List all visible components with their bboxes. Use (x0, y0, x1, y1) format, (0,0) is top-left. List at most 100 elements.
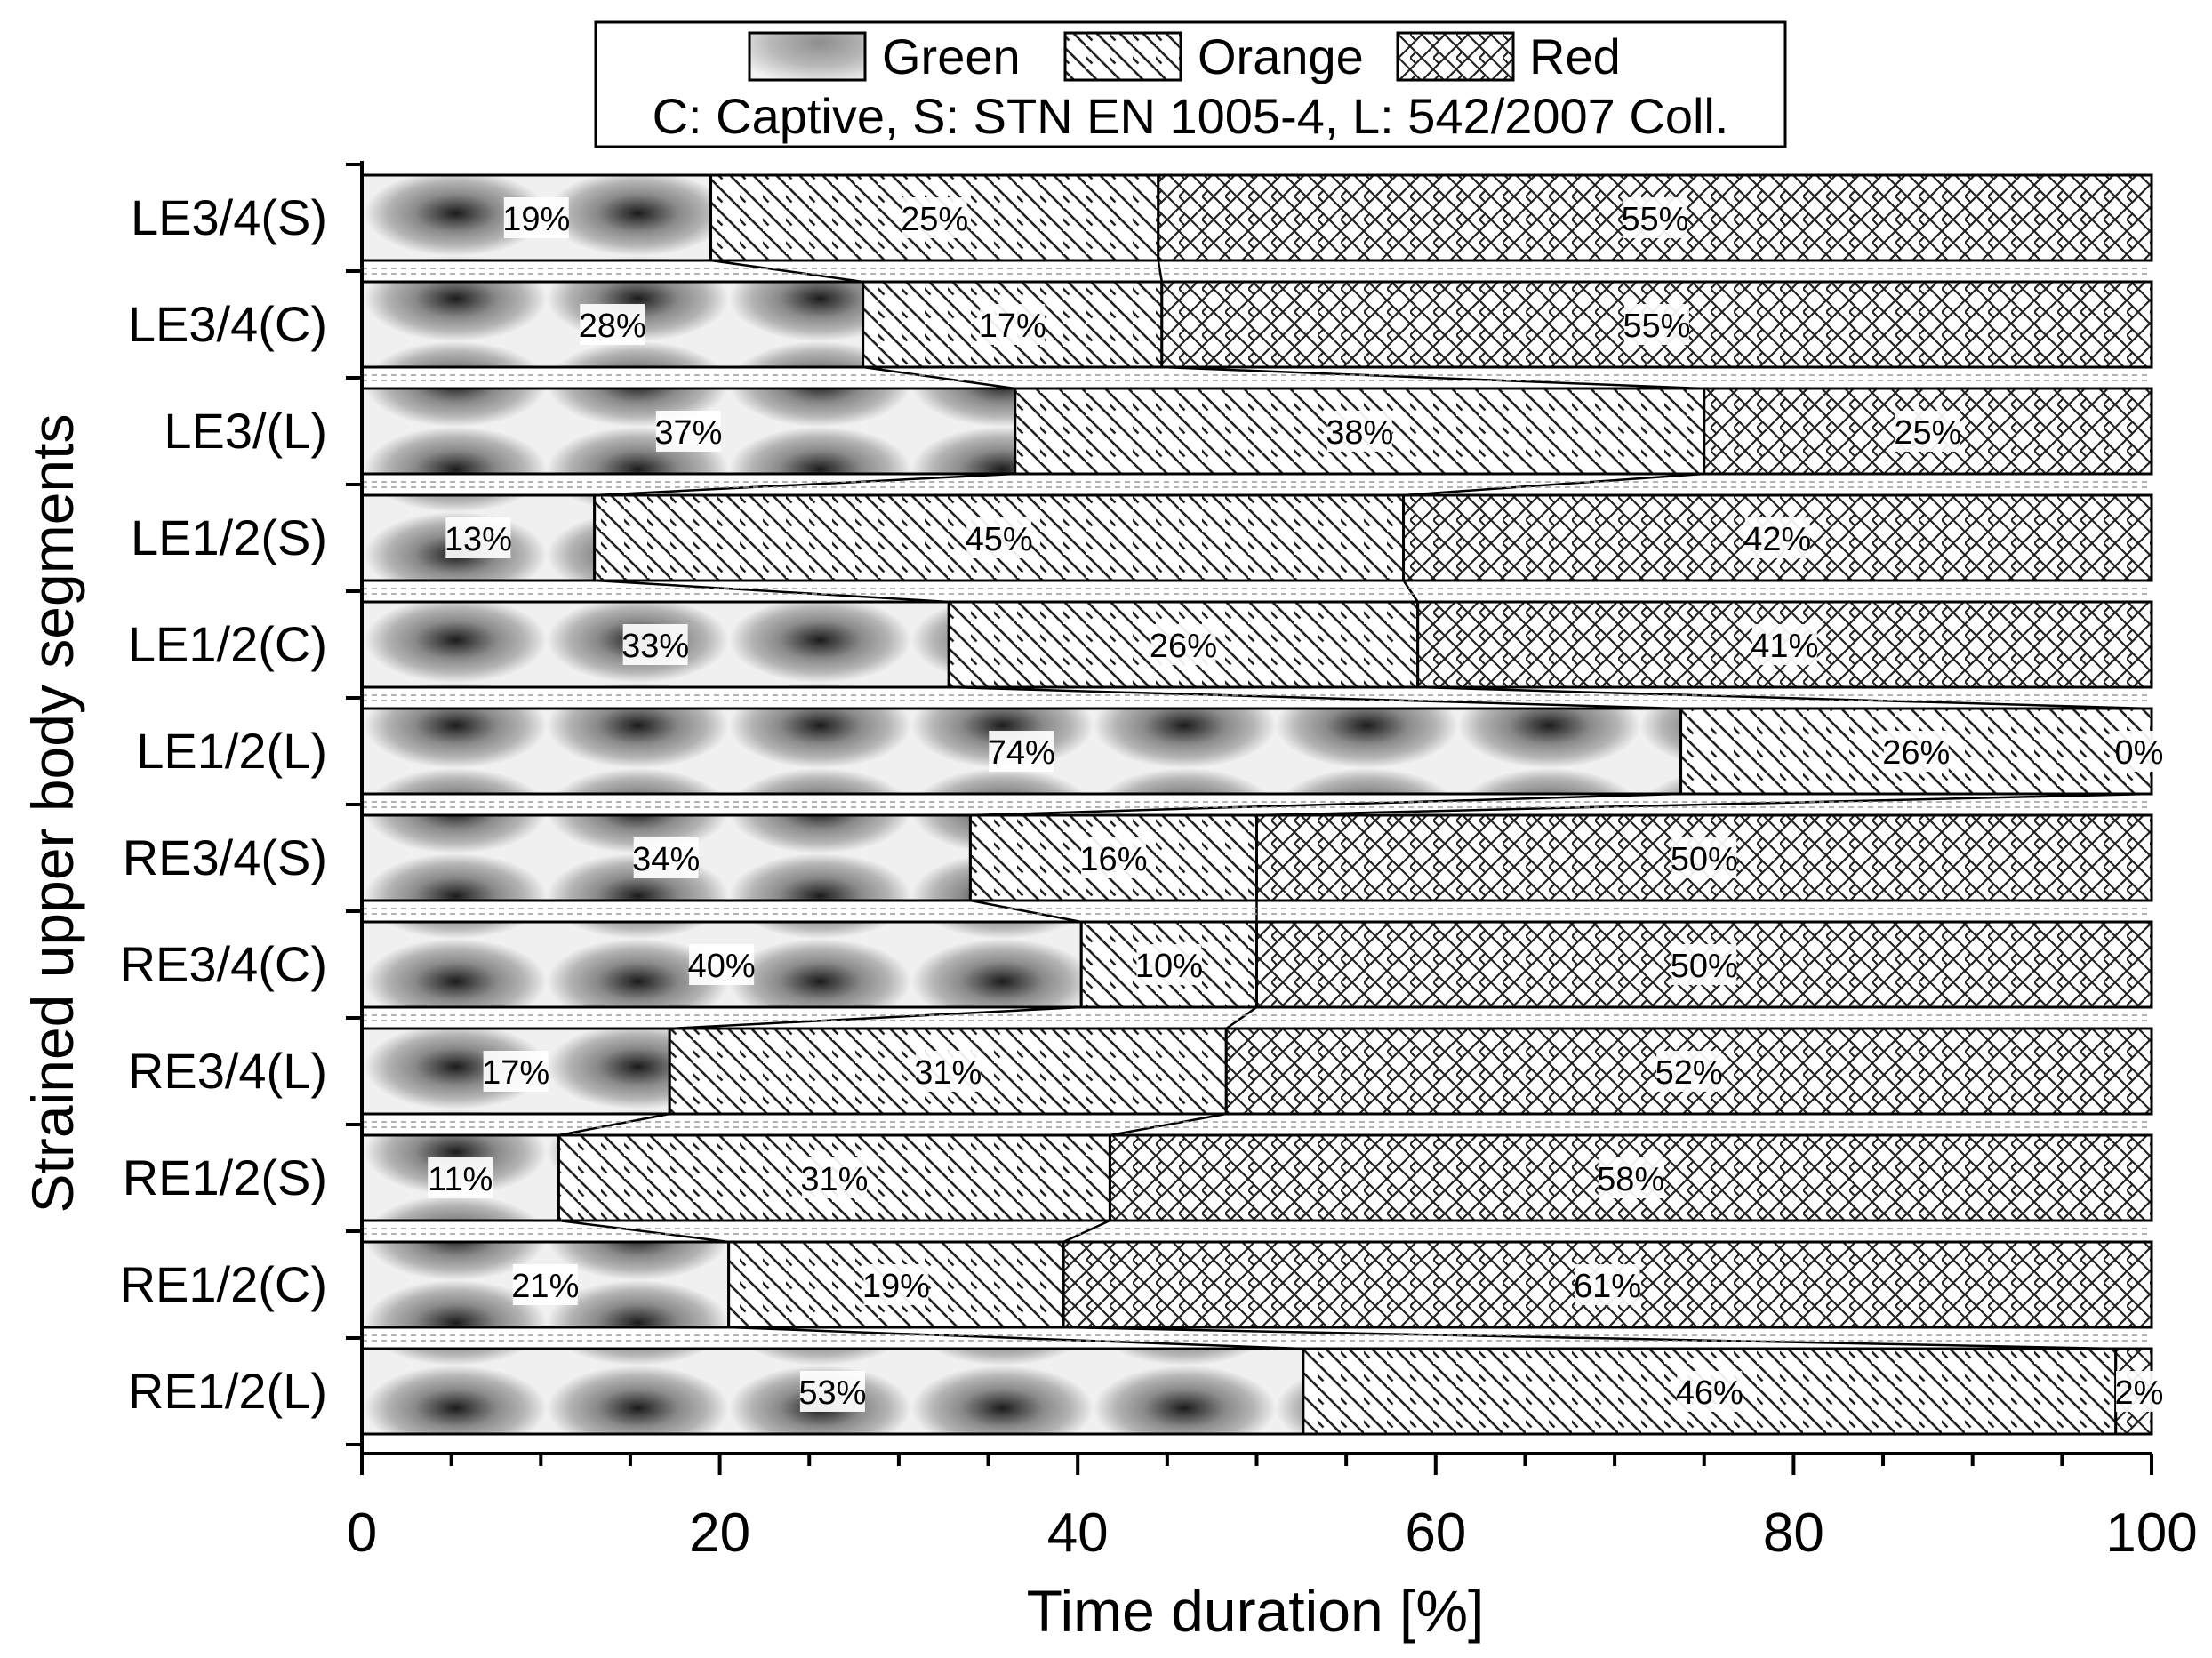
data-label-bg-red-6 (2116, 731, 2162, 772)
data-label-bg-orange-6 (1883, 731, 1949, 772)
data-label-green-8: 40% (688, 948, 756, 985)
connector-1-9 (558, 1112, 670, 1137)
data-label-red-9: 52% (1655, 1054, 1723, 1092)
data-label-bg-red-1 (1622, 197, 1687, 238)
data-label-green-6: 74% (988, 734, 1055, 772)
data-label-orange-7: 16% (1079, 841, 1147, 878)
axes (346, 161, 2153, 1475)
connector-2-11 (1063, 1326, 2116, 1350)
data-label-bg-orange-8 (1136, 944, 1202, 985)
data-label-green-7: 34% (632, 841, 700, 878)
category-label-1: LE3/4(S) (131, 189, 327, 245)
data-label-red-11: 61% (1574, 1268, 1641, 1305)
data-label-green-10: 11% (428, 1161, 493, 1198)
data-label-bg-orange-10 (801, 1157, 867, 1198)
data-label-bg-green-1 (503, 197, 569, 238)
connector-2-9 (1110, 1112, 1227, 1137)
bar-green-9 (360, 1027, 671, 1116)
data-label-orange-6: 26% (1882, 734, 1950, 772)
x-axis-title: Time duration [%] (1027, 1578, 1485, 1644)
data-label-red-2: 55% (1623, 308, 1690, 345)
connector-2-2 (1161, 365, 1704, 390)
connector-2-10 (1062, 1219, 1110, 1244)
data-label-bg-red-3 (1895, 411, 1960, 452)
data-label-bg-orange-2 (980, 304, 1046, 345)
legend-label-orange: Orange (1198, 28, 1364, 84)
category-label-4: LE1/2(S) (131, 509, 327, 565)
data-label-red-7: 50% (1671, 841, 1738, 878)
data-label-bg-orange-12 (1677, 1371, 1743, 1412)
data-label-orange-3: 38% (1326, 414, 1393, 452)
category-labels: LE3/4(S) LE3/4(C) LE3/(L) LE1/2(S) LE1/2(C) L… (120, 189, 327, 1419)
data-label-bg-orange-5 (1150, 624, 1216, 665)
category-label-11: RE1/2(C) (120, 1256, 327, 1312)
data-label-green-11: 21% (511, 1268, 579, 1305)
data-label-orange-8: 10% (1135, 948, 1203, 985)
data-label-bg-red-9 (1656, 1051, 1722, 1092)
connector-1-4 (594, 579, 950, 604)
data-label-red-12: 2% (2115, 1374, 2164, 1412)
data-label-green-9: 17% (482, 1054, 549, 1092)
connector-2-3 (1403, 472, 1704, 497)
legend-note: C: Captive, S: STN EN 1005-4, L: 542/200… (653, 88, 1729, 144)
x-tick-label-80: 80 (1763, 1502, 1824, 1564)
data-label-orange-4: 45% (966, 521, 1033, 558)
data-label-bg-green-11 (512, 1264, 578, 1305)
category-label-5: LE1/2(C) (128, 616, 327, 672)
x-tick-labels: 0 20 40 60 80 100 (347, 1502, 2198, 1564)
data-label-red-4: 42% (1743, 521, 1811, 558)
legend-label-green: Green (882, 28, 1021, 84)
connector-1-11 (728, 1326, 1303, 1350)
category-label-2: LE3/4(C) (128, 296, 327, 352)
data-label-green-2: 28% (579, 308, 646, 345)
data-label-bg-red-12 (2116, 1371, 2162, 1412)
x-tick-label-40: 40 (1047, 1502, 1109, 1564)
connector-1-6 (970, 792, 1681, 817)
data-label-bg-red-5 (1751, 624, 1817, 665)
data-label-bg-orange-1 (902, 197, 967, 238)
data-label-bg-green-3 (655, 411, 721, 452)
connector-2-5 (1417, 685, 2152, 710)
data-label-red-10: 58% (1597, 1161, 1664, 1198)
data-label-bg-orange-4 (966, 517, 1032, 558)
connector-2-6 (1256, 792, 2152, 817)
x-tick-label-0: 0 (347, 1502, 377, 1564)
y-axis-title: Strained upper body segments (20, 414, 85, 1213)
data-label-bg-red-11 (1575, 1264, 1640, 1305)
legend-label-red: Red (1529, 28, 1621, 84)
data-label-green-12: 53% (798, 1374, 866, 1412)
data-label-bg-green-5 (622, 624, 688, 665)
legend-swatch-red (1396, 31, 1515, 82)
data-label-red-5: 41% (1751, 628, 1818, 665)
connector-lines (558, 259, 2152, 1350)
bar-green-8 (360, 920, 1083, 1009)
x-tick-label-100: 100 (2105, 1502, 2197, 1564)
data-label-bg-orange-7 (1080, 837, 1146, 878)
category-label-9: RE3/4(L) (128, 1043, 327, 1099)
data-label-orange-9: 31% (914, 1054, 982, 1092)
category-label-7: RE3/4(S) (123, 829, 327, 885)
data-label-bg-orange-3 (1326, 411, 1392, 452)
connector-1-3 (594, 472, 1015, 497)
data-label-bg-green-12 (799, 1371, 865, 1412)
category-label-8: RE3/4(C) (120, 936, 327, 992)
data-label-orange-2: 17% (979, 308, 1046, 345)
category-label-12: RE1/2(L) (128, 1363, 327, 1419)
data-label-bg-red-8 (1671, 944, 1737, 985)
data-label-orange-5: 26% (1150, 628, 1217, 665)
data-label-bg-red-7 (1671, 837, 1737, 878)
data-label-bg-red-10 (1598, 1157, 1663, 1198)
x-tick-label-20: 20 (689, 1502, 750, 1564)
data-label-green-3: 37% (654, 414, 722, 452)
category-label-3: LE3/(L) (164, 403, 327, 459)
data-label-red-1: 55% (1621, 201, 1688, 238)
data-label-bg-orange-9 (915, 1051, 981, 1092)
legend: Green Orange Red C: Captive, S: STN EN 1… (594, 20, 1787, 148)
x-tick-label-60: 60 (1405, 1502, 1466, 1564)
connector-2-4 (1402, 580, 1419, 603)
data-label-orange-12: 46% (1676, 1374, 1743, 1412)
data-label-bg-red-2 (1623, 304, 1689, 345)
data-label-bg-green-7 (633, 837, 699, 878)
connector-2-1 (1157, 260, 1164, 283)
